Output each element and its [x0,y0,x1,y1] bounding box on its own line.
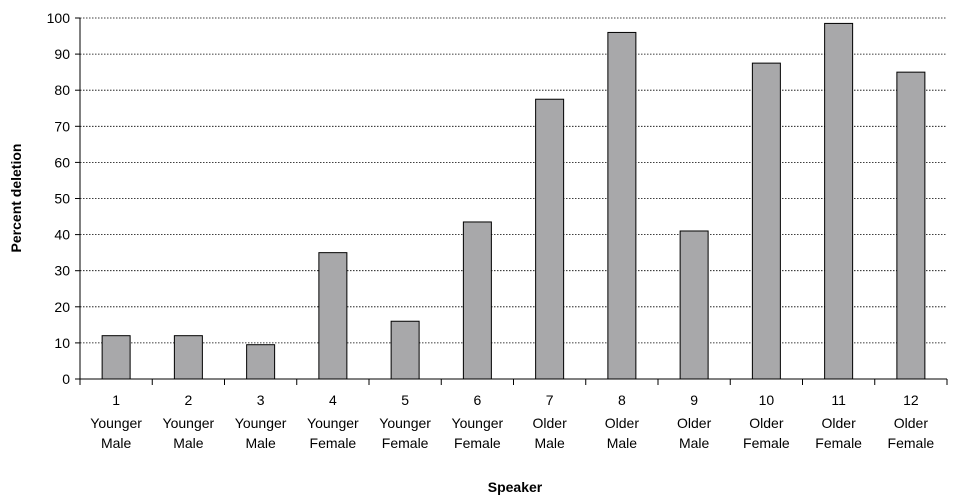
bar [679,230,709,380]
bar [173,335,203,380]
bar [101,335,131,380]
y-tick-label: 60 [54,154,70,170]
x-tick-label-line2: Male [101,435,132,451]
x-tick-label-line2: Male [534,435,565,451]
bar [896,71,926,380]
y-tick-label: 40 [54,227,70,243]
x-tick-label-number: 1 [112,392,120,408]
x-tick-labels: 1 Younger Male 2 Younger Male 3 Younger Male 4 You… [90,392,934,451]
bars [101,22,926,380]
x-tick-label-line1: Older [894,415,929,431]
x-tick-label-line1: Younger [307,415,359,431]
x-tick-label-line1: Older [677,415,712,431]
x-tick-label-line2: Male [245,435,276,451]
bar [824,22,854,380]
x-tick-label-line1: Younger [90,415,142,431]
x-tick-label-number: 11 [831,392,846,408]
y-tick-label: 90 [54,46,70,62]
axes [75,17,948,385]
x-tick-label-number: 5 [401,392,409,408]
bar [751,62,781,380]
bar [462,221,492,380]
x-tick-label-line1: Older [605,415,640,431]
y-tick-label: 20 [54,299,70,315]
x-tick-label-line2: Male [173,435,204,451]
x-tick-label-number: 4 [329,392,337,408]
x-tick-label-number: 8 [618,392,626,408]
y-tick-label: 10 [54,335,70,351]
bar [607,31,637,380]
bar [318,252,348,380]
x-axis-title: Speaker [488,479,543,495]
y-tick-label: 50 [54,191,70,207]
x-tick-label-line1: Older [749,415,784,431]
x-tick-label-number: 2 [184,392,192,408]
x-tick-label-number: 9 [690,392,698,408]
bar [246,344,276,380]
x-tick-label-line2: Female [382,435,429,451]
x-tick-label-number: 6 [473,392,481,408]
bar [535,98,565,380]
x-tick-label-line2: Female [310,435,357,451]
y-axis-title: Percent deletion [8,144,24,253]
x-tick-label-line2: Male [607,435,638,451]
x-tick-label-line1: Younger [235,415,287,431]
x-tick-label-line2: Female [454,435,501,451]
x-tick-label-line1: Older [822,415,857,431]
y-tick-labels: 0 10 20 30 40 50 60 70 80 90 100 [47,10,71,387]
x-tick-label-line2: Female [888,435,935,451]
y-tick-label: 80 [54,82,70,98]
x-tick-label-line2: Male [679,435,710,451]
x-tick-label-line1: Younger [163,415,215,431]
x-tick-label-number: 10 [759,392,775,408]
y-tick-label: 100 [47,10,71,26]
y-tick-label: 0 [62,371,70,387]
x-tick-label-number: 3 [257,392,265,408]
gridlines [80,17,947,344]
x-tick-label-line2: Female [815,435,862,451]
x-tick-label-line1: Younger [379,415,431,431]
x-tick-label-number: 7 [546,392,554,408]
x-tick-label-line1: Older [533,415,568,431]
bar [390,320,420,380]
x-tick-label-line2: Female [743,435,790,451]
x-tick-label-number: 12 [903,392,919,408]
y-tick-label: 70 [54,118,70,134]
y-tick-label: 30 [54,263,70,279]
x-tick-label-line1: Younger [452,415,504,431]
